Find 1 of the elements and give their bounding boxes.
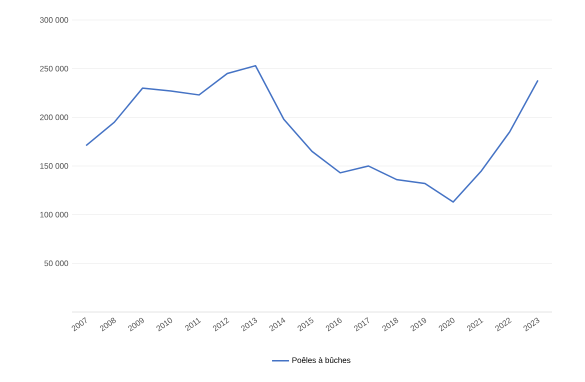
line-series <box>85 64 539 203</box>
